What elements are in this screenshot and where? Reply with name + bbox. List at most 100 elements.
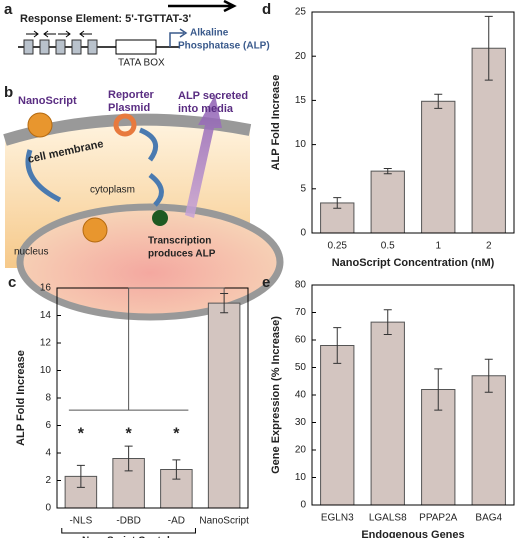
panel-label: e [262, 274, 270, 291]
y-tick-label: 10 [295, 472, 307, 483]
tata-label: TATA BOX [118, 58, 165, 69]
alp-protein [152, 210, 168, 226]
error-bar [383, 309, 392, 335]
error-bar [333, 327, 342, 364]
plasmid [113, 113, 137, 137]
flow-arrows [25, 127, 164, 207]
y-tick-label: 16 [40, 283, 52, 294]
y-tick-label: 40 [295, 390, 307, 401]
label: into media [178, 103, 234, 115]
bar [471, 375, 506, 506]
annotation: * [126, 425, 133, 442]
y-tick-label: 15 [295, 95, 307, 106]
secretion-arrow [185, 95, 222, 218]
error-bar [434, 93, 443, 109]
plot-frame [311, 284, 515, 506]
y-tick-label: 60 [295, 335, 307, 346]
nucleus [16, 203, 284, 321]
annotation: * [78, 425, 85, 442]
y-tick-label: 80 [295, 280, 307, 291]
error-bar [220, 293, 229, 314]
y-tick-label: 10 [295, 139, 307, 150]
bar [207, 302, 241, 509]
nanoscript-particle [27, 112, 53, 138]
panel-label: a [4, 1, 13, 18]
y-tick-label: 2 [45, 475, 51, 486]
panel-a: a Response Element: 5'-TGTTAT-3' TATA BO… [4, 0, 270, 69]
bar [421, 100, 456, 234]
y-tick-label: 50 [295, 362, 307, 373]
promoter-arrow [169, 28, 188, 47]
label: NanoScript [18, 95, 77, 107]
x-tick-label: BAG4 [475, 513, 502, 524]
error-bar [76, 464, 85, 488]
y-tick-label: 20 [295, 51, 307, 62]
bar [370, 170, 405, 234]
error-bar [434, 368, 443, 411]
panel-b: NanoScript Reporter Plasmid ALP secreted… [3, 84, 284, 321]
bar [370, 321, 405, 506]
x-tick-label: PPAP2A [419, 513, 457, 524]
y-tick-label: 25 [295, 7, 307, 18]
label: ALP secreted [178, 90, 248, 102]
group-bracket [61, 528, 196, 534]
annotation: * [173, 425, 180, 442]
bar [320, 345, 355, 506]
small-arrows [26, 30, 92, 38]
x-tick-label: EGLN3 [321, 513, 354, 524]
arrow [168, 0, 237, 13]
y-tick-label: 12 [40, 338, 52, 349]
y-tick-label: 0 [300, 228, 306, 239]
y-axis-label: Gene Expression (% Increase) [270, 316, 282, 474]
nanoscript-particle [82, 217, 108, 243]
x-tick-label: LGALS8 [369, 513, 407, 524]
x-tick-label: NanoScript [199, 516, 249, 527]
error-bar [333, 197, 342, 209]
significance-bracket [68, 287, 225, 411]
x-axis-label: Endogenous Genes [361, 529, 464, 538]
y-tick-label: 6 [45, 420, 51, 431]
y-tick-label: 8 [45, 393, 51, 404]
x-tick-label: -AD [168, 516, 185, 527]
error-bar [383, 167, 392, 175]
x-tick-label: -DBD [116, 516, 140, 527]
y-tick-label: 30 [295, 417, 307, 428]
y-tick-label: 0 [45, 503, 51, 514]
error-bar [124, 445, 133, 472]
y-axis-label: ALP Fold Increase [15, 350, 27, 446]
panel-label: c [8, 274, 16, 291]
y-tick-label: 5 [300, 183, 306, 194]
y-tick-label: 70 [295, 307, 307, 318]
plot-frame [311, 11, 515, 234]
x-tick-label: 0.25 [328, 241, 348, 252]
group-label: NanoScript Contols [82, 536, 176, 538]
panel-label: b [4, 84, 13, 101]
y-tick-label: 20 [295, 445, 307, 456]
x-axis-label: NanoScript Concentration (nM) [332, 257, 495, 269]
gene-name: Alkaline [190, 28, 229, 39]
error-bar [484, 358, 493, 393]
y-tick-label: 0 [300, 500, 306, 511]
y-tick-label: 14 [40, 310, 52, 321]
gene-name: Phosphatase (ALP) [178, 41, 270, 52]
response-boxes [23, 39, 98, 55]
y-tick-label: 4 [45, 448, 51, 459]
y-tick-label: 10 [40, 365, 52, 376]
label: nucleus [14, 247, 48, 258]
label: cytoplasm [90, 185, 135, 196]
label: produces ALP [148, 249, 216, 260]
panel-label: d [262, 1, 271, 18]
error-bar [172, 459, 181, 480]
error-bar [484, 15, 493, 81]
response-element: Response Element: 5'-TGTTAT-3' [20, 13, 191, 25]
y-axis-label: ALP Fold Increase [270, 75, 282, 171]
x-tick-label: 2 [486, 241, 492, 252]
label: Reporter [108, 89, 155, 101]
label: Transcription [148, 236, 211, 247]
x-tick-label: 1 [435, 241, 441, 252]
tata-box [115, 39, 157, 55]
x-tick-label: -NLS [69, 516, 92, 527]
x-tick-label: 0.5 [381, 241, 395, 252]
label: Plasmid [108, 102, 150, 114]
